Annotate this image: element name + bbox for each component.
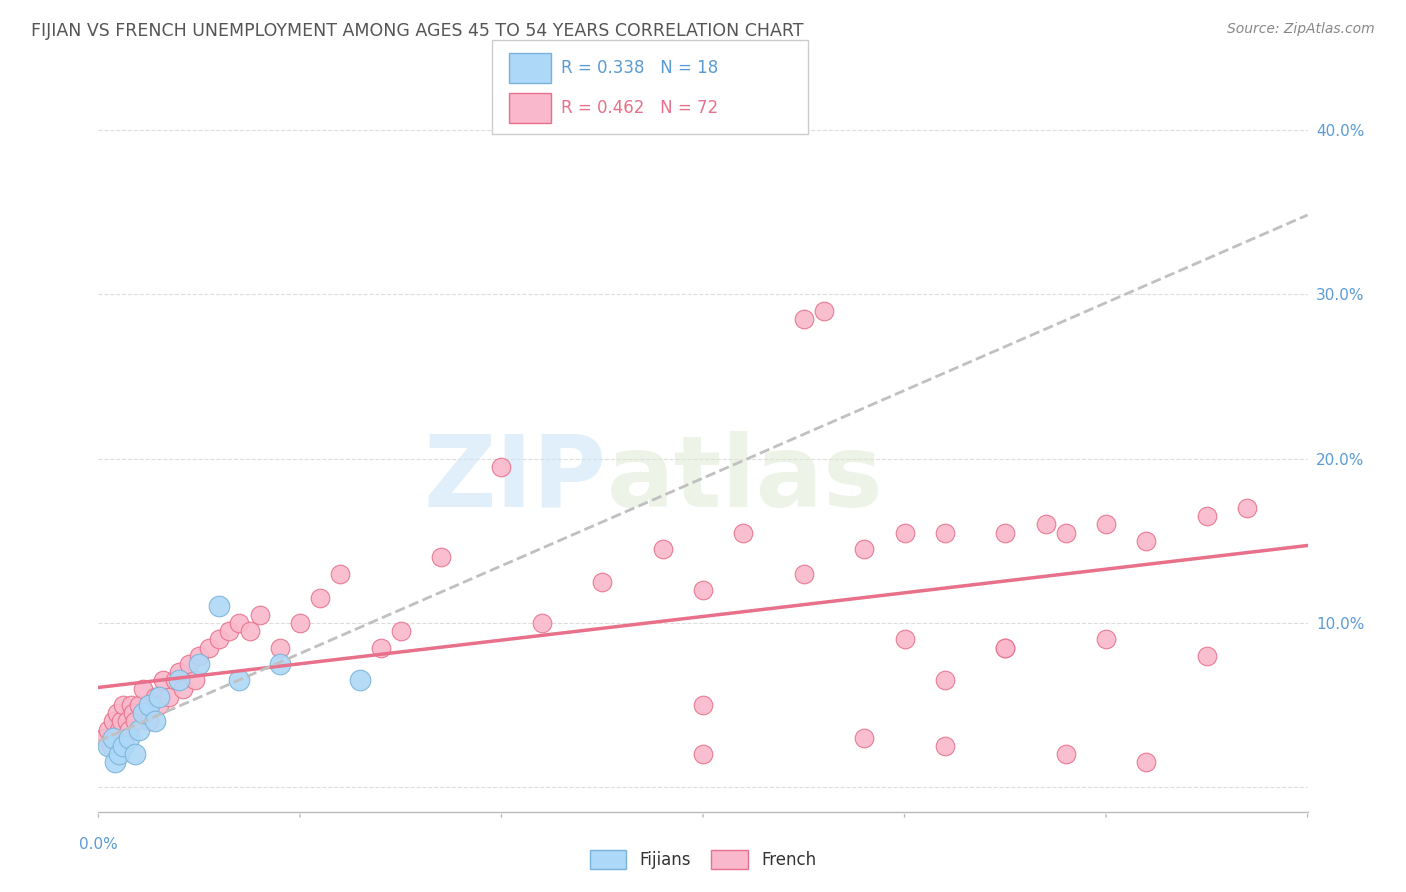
Point [167, 673, 190, 688]
Point [430, 550, 453, 565]
Point [107, 747, 129, 762]
Point [103, 756, 125, 770]
Point [994, 525, 1017, 540]
Point [239, 624, 262, 639]
Point [288, 615, 311, 630]
Point [138, 714, 160, 729]
Point [793, 566, 815, 581]
Point [893, 525, 915, 540]
Point [370, 640, 392, 655]
Legend: Fijians, French: Fijians, French [583, 843, 823, 876]
Point [138, 698, 160, 712]
Point [1095, 517, 1118, 532]
Point [733, 525, 755, 540]
Point [208, 632, 231, 647]
Point [100, 739, 122, 753]
Point [103, 731, 125, 745]
Point [934, 739, 956, 753]
Point [530, 615, 553, 630]
Point [128, 698, 150, 712]
Point [111, 739, 134, 753]
Point [148, 698, 170, 712]
Point [152, 673, 174, 688]
Point [389, 624, 412, 639]
Point [132, 706, 155, 721]
Point [853, 541, 876, 556]
Text: 0.0%: 0.0% [79, 837, 118, 852]
Point [1054, 525, 1077, 540]
Point [591, 574, 613, 589]
Point [115, 714, 138, 729]
Point [148, 690, 170, 704]
Point [124, 714, 146, 729]
Point [651, 541, 673, 556]
Point [118, 723, 141, 737]
Text: atlas: atlas [606, 431, 883, 528]
Point [893, 632, 915, 647]
Point [93, 731, 115, 745]
Point [105, 706, 128, 721]
Point [1095, 632, 1118, 647]
Point [1035, 517, 1057, 532]
Point [269, 657, 291, 671]
Point [994, 640, 1017, 655]
Point [167, 665, 190, 680]
Point [121, 706, 143, 721]
Point [97, 723, 120, 737]
Point [208, 599, 231, 614]
Text: Source: ZipAtlas.com: Source: ZipAtlas.com [1227, 22, 1375, 37]
Point [111, 698, 134, 712]
Point [124, 747, 146, 762]
Point [198, 640, 221, 655]
Point [120, 698, 142, 712]
Point [143, 690, 166, 704]
Point [128, 723, 150, 737]
Point [692, 582, 714, 597]
Point [349, 673, 371, 688]
Point [118, 731, 141, 745]
Point [188, 657, 211, 671]
Point [329, 566, 352, 581]
Point [1054, 747, 1077, 762]
Point [188, 648, 211, 663]
Point [1135, 533, 1157, 548]
Point [793, 312, 815, 326]
Point [934, 525, 956, 540]
Point [101, 714, 124, 729]
Point [107, 723, 129, 737]
Point [934, 673, 956, 688]
Point [1195, 648, 1218, 663]
Text: ZIP: ZIP [423, 431, 606, 528]
Point [309, 591, 332, 606]
Point [692, 747, 714, 762]
Point [1135, 756, 1157, 770]
Point [1236, 500, 1258, 515]
Point [269, 640, 291, 655]
Point [491, 459, 513, 474]
Point [1195, 509, 1218, 524]
Point [184, 673, 207, 688]
Point [163, 673, 186, 688]
Point [692, 698, 714, 712]
Point [179, 657, 201, 671]
Point [97, 739, 120, 753]
Point [228, 615, 250, 630]
Point [853, 731, 876, 745]
Text: R = 0.462   N = 72: R = 0.462 N = 72 [561, 99, 718, 117]
Point [114, 731, 136, 745]
Point [813, 304, 835, 318]
Point [249, 607, 271, 622]
Text: R = 0.338   N = 18: R = 0.338 N = 18 [561, 59, 718, 77]
Point [110, 714, 132, 729]
Point [101, 731, 124, 745]
Point [218, 624, 240, 639]
Point [157, 690, 180, 704]
Point [172, 681, 194, 696]
Text: FIJIAN VS FRENCH UNEMPLOYMENT AMONG AGES 45 TO 54 YEARS CORRELATION CHART: FIJIAN VS FRENCH UNEMPLOYMENT AMONG AGES… [31, 22, 803, 40]
Point [994, 640, 1017, 655]
Point [132, 681, 155, 696]
Point [228, 673, 250, 688]
Point [143, 714, 166, 729]
